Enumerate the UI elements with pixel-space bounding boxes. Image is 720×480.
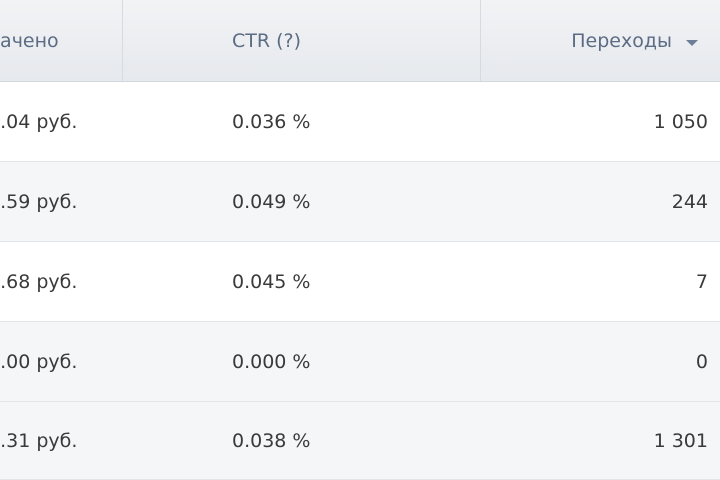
table-row: 2.31 руб. 0.038 % 1 301 xyxy=(0,402,720,480)
table-row: 3.68 руб. 0.045 % 7 xyxy=(0,242,720,322)
table-cell: 0.045 % xyxy=(232,270,311,293)
table-cell: 0.049 % xyxy=(232,190,311,213)
table-cell: 0.59 руб. xyxy=(0,190,78,213)
separator xyxy=(480,0,481,81)
table-cell: 0.000 % xyxy=(232,350,311,373)
table-row: 0.59 руб. 0.049 % 244 xyxy=(0,162,720,242)
header-cell[interactable]: Переходы xyxy=(571,29,672,52)
table-cell: 3.68 руб. xyxy=(0,270,78,293)
table-cell: 1 301 xyxy=(653,429,708,452)
table-cell: 0.038 % xyxy=(232,429,311,452)
sort-arrow[interactable] xyxy=(686,40,698,46)
table-cell: 2.31 руб. xyxy=(0,429,78,452)
table-row: 0.00 руб. 0.000 % 0 xyxy=(0,322,720,402)
table-cell: 1 050 xyxy=(653,110,708,133)
table-cell: 0.00 руб. xyxy=(0,350,78,373)
table-cell: 0.036 % xyxy=(232,110,311,133)
header-cell[interactable]: рачено xyxy=(0,29,59,52)
header-cell[interactable]: CTR (?) xyxy=(232,29,302,52)
table-cell: 7 xyxy=(695,270,708,293)
table-row: 3.04 руб. 0.036 % 1 050 xyxy=(0,82,720,162)
table-cell: 0 xyxy=(695,350,708,373)
separator xyxy=(122,0,123,81)
table-cell: 244 xyxy=(671,190,708,213)
table-cell: 3.04 руб. xyxy=(0,110,78,133)
header-row: рачено CTR (?) Переходы xyxy=(0,0,720,82)
